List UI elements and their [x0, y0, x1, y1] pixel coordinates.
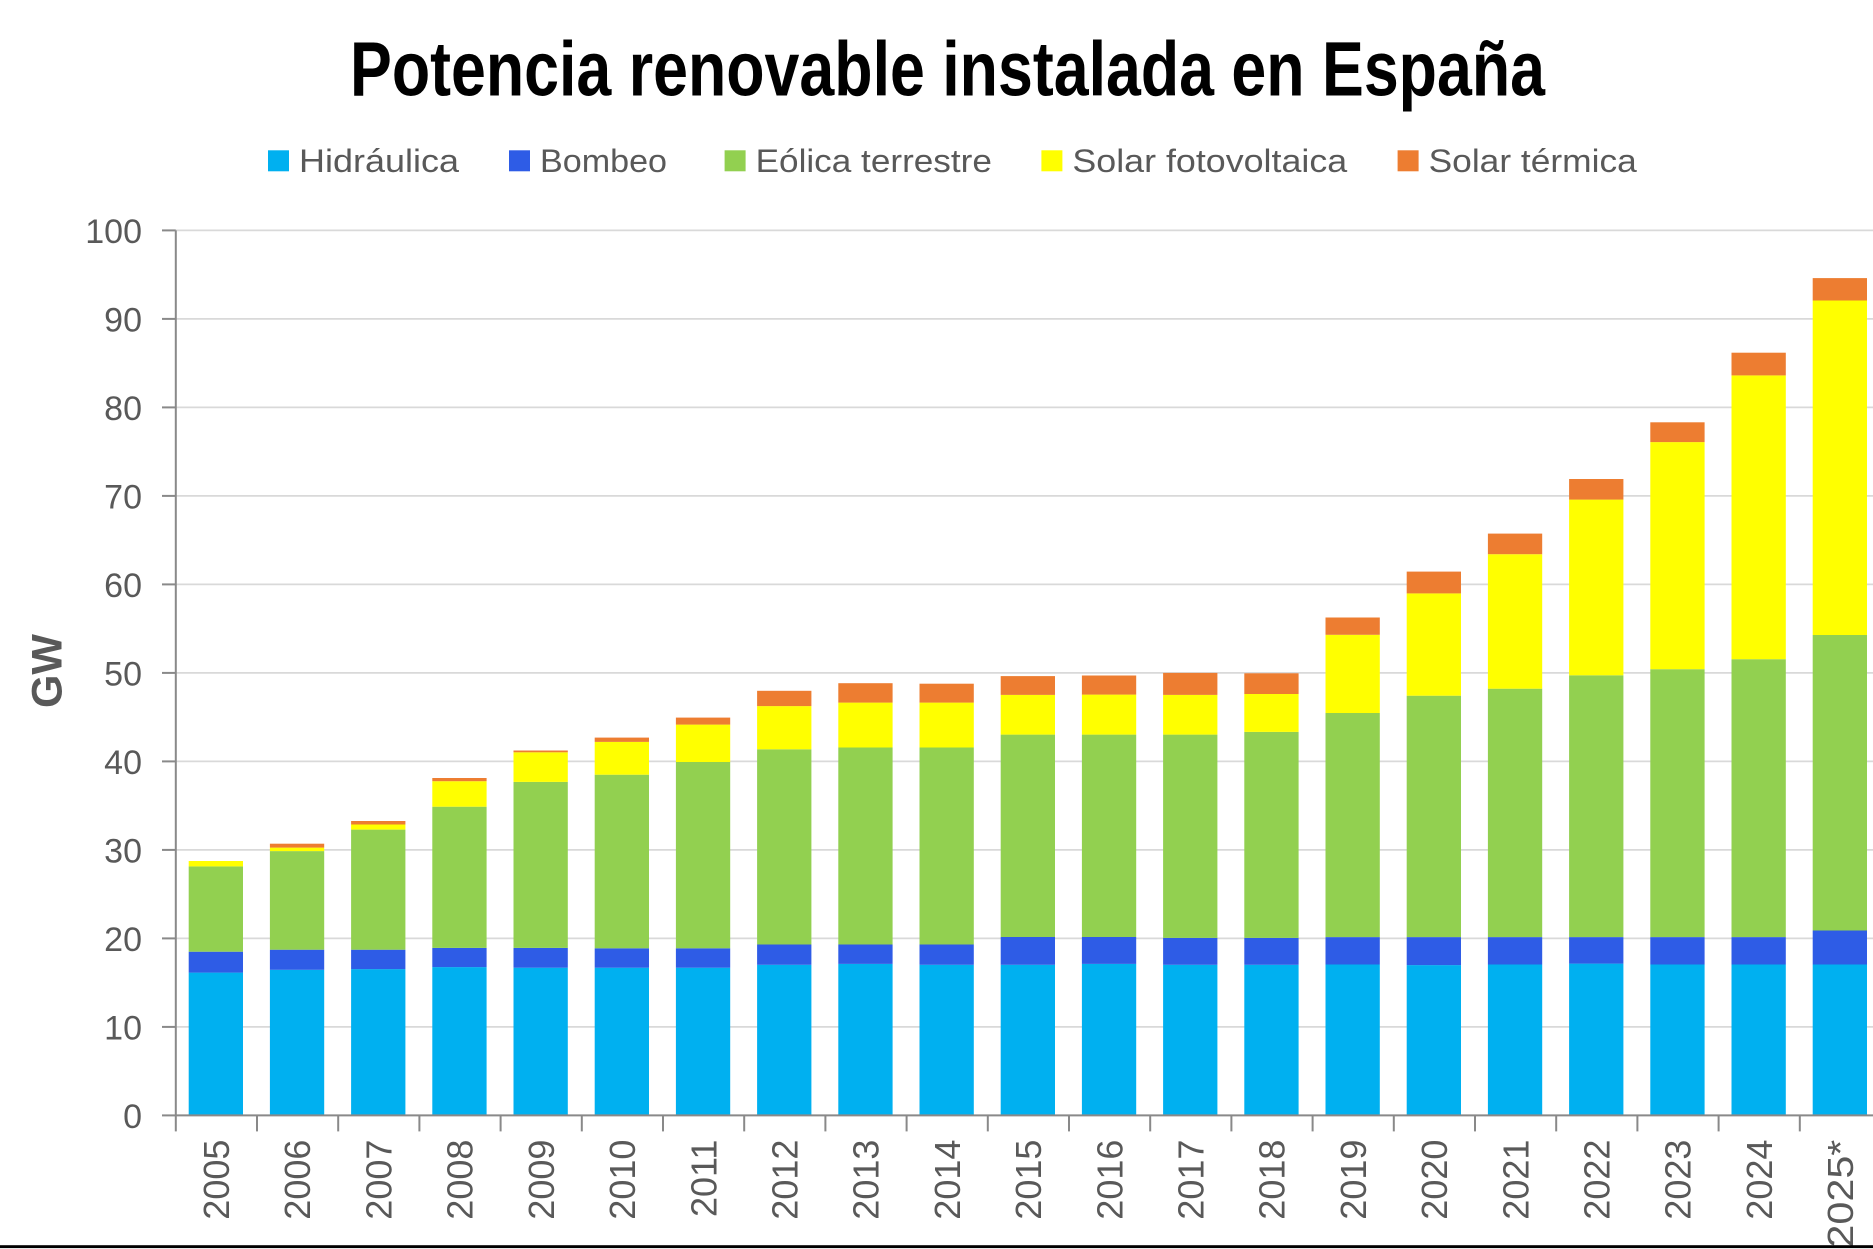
svg-text:2016: 2016: [1089, 1140, 1130, 1220]
svg-text:2023: 2023: [1658, 1140, 1699, 1220]
svg-text:60: 60: [104, 567, 142, 605]
svg-text:GW: GW: [24, 634, 72, 708]
svg-text:Eólica terrestre: Eólica terrestre: [756, 143, 992, 179]
svg-text:2007: 2007: [358, 1140, 399, 1220]
svg-text:2019: 2019: [1333, 1140, 1374, 1220]
svg-text:2021: 2021: [1495, 1140, 1536, 1220]
svg-text:2013: 2013: [846, 1140, 887, 1220]
svg-text:30: 30: [104, 832, 142, 870]
svg-text:2024: 2024: [1739, 1140, 1780, 1220]
svg-text:2025*: 2025*: [1820, 1140, 1861, 1248]
svg-text:20: 20: [104, 921, 142, 959]
svg-text:Solar térmica: Solar térmica: [1429, 143, 1638, 179]
svg-text:Hidráulica: Hidráulica: [299, 143, 460, 179]
svg-text:2009: 2009: [521, 1140, 562, 1220]
svg-text:2018: 2018: [1252, 1140, 1293, 1220]
svg-text:40: 40: [104, 744, 142, 782]
svg-text:50: 50: [104, 655, 142, 693]
svg-text:2020: 2020: [1414, 1140, 1455, 1220]
svg-text:Solar fotovoltaica: Solar fotovoltaica: [1072, 143, 1348, 179]
svg-text:80: 80: [104, 390, 142, 428]
svg-text:2012: 2012: [764, 1140, 805, 1220]
svg-text:0: 0: [123, 1098, 142, 1136]
svg-text:100: 100: [85, 213, 142, 251]
svg-text:2008: 2008: [440, 1140, 481, 1220]
svg-text:90: 90: [104, 301, 142, 339]
svg-text:Bombeo: Bombeo: [540, 143, 667, 179]
svg-text:2006: 2006: [277, 1140, 318, 1220]
svg-text:2005: 2005: [196, 1140, 237, 1220]
svg-text:10: 10: [104, 1009, 142, 1047]
svg-text:70: 70: [104, 478, 142, 516]
svg-text:2022: 2022: [1577, 1140, 1618, 1220]
svg-text:2017: 2017: [1171, 1140, 1212, 1220]
svg-text:2015: 2015: [1008, 1140, 1049, 1220]
svg-text:Potencia renovable instalada e: Potencia renovable instalada en España: [350, 27, 1546, 113]
svg-text:2014: 2014: [927, 1140, 968, 1220]
svg-text:2011: 2011: [683, 1140, 724, 1217]
svg-text:2010: 2010: [602, 1140, 643, 1220]
